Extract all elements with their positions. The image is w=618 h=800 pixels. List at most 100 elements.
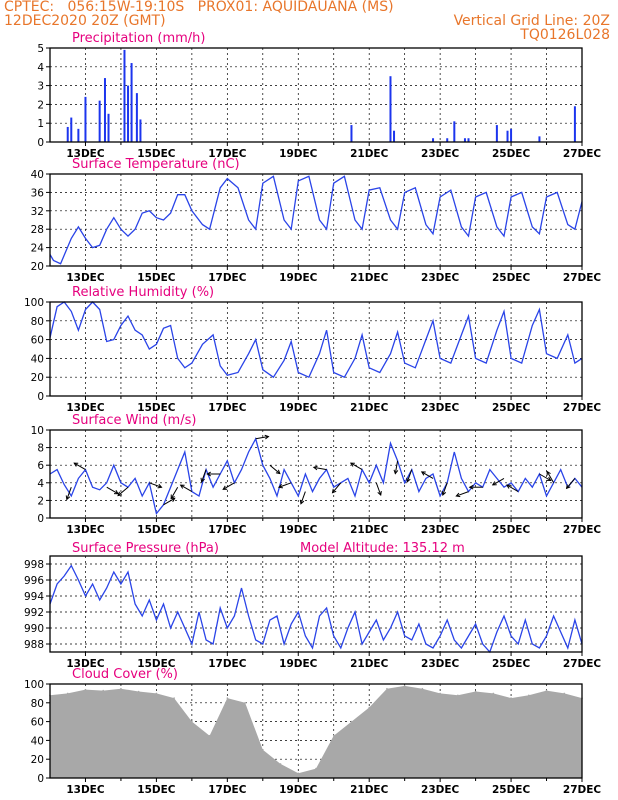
wind-ytick-label: 4 — [37, 478, 44, 490]
press-xtick-label: 21DEC — [350, 658, 389, 670]
wind-arrow-head — [455, 492, 461, 498]
temp-xtick-label: 15DEC — [137, 272, 176, 284]
cloud-point — [332, 734, 335, 737]
wind-arrow-head — [65, 495, 71, 501]
wind-arrow-shaft — [539, 473, 551, 481]
wind-arrow-head — [505, 484, 511, 489]
wind-arrow-head — [264, 434, 270, 440]
cloud-point — [421, 687, 424, 690]
wind-arrow — [441, 482, 448, 496]
wind-arrow — [349, 462, 363, 471]
panel-temp: Surface Temperature (nC) — [72, 157, 240, 172]
wind-arrow — [491, 477, 505, 486]
press-ytick-label: 994 — [24, 591, 44, 603]
cloud-point — [120, 687, 122, 690]
precip-bar — [66, 126, 69, 142]
precip-ytick-label: 3 — [37, 81, 44, 93]
precip-ytick-label: 5 — [37, 43, 44, 55]
press-frame — [49, 555, 583, 653]
wind-arrow-head — [170, 494, 175, 500]
cloud-point — [191, 720, 193, 723]
panel-precip: Precipitation (mm/h) — [72, 31, 205, 46]
wind-arrow-shaft — [406, 469, 413, 482]
wind-arrow-shaft — [313, 466, 327, 471]
cloud-point — [155, 692, 158, 695]
cloud-point — [208, 734, 211, 737]
precip-ytick-label: 1 — [37, 118, 44, 130]
press-ytick-label: 990 — [24, 623, 44, 635]
wind-arrow — [375, 482, 382, 496]
precip-bar — [446, 138, 449, 142]
wind-arrow-shaft — [201, 469, 207, 482]
precip-xtick-label: 15DEC — [137, 148, 176, 160]
temp-line — [49, 175, 583, 265]
wind-arrow-shaft — [506, 484, 519, 493]
cloud-xtick-label: 17DEC — [208, 784, 247, 796]
precip-ytick-label: 0 — [37, 137, 44, 149]
temp-xtick-label: 27DEC — [563, 272, 602, 284]
wind-arrow-head — [468, 484, 474, 490]
wind-arrow-head — [565, 484, 571, 490]
rh-ytick-label: 100 — [24, 297, 44, 309]
temp-frame — [49, 173, 583, 267]
wind-arrow — [73, 462, 86, 471]
cloud-title: Cloud Cover (%) — [72, 667, 178, 682]
cloud-point — [545, 689, 548, 692]
rh-xtick-label: 19DEC — [279, 402, 318, 414]
precip-plot: 0 1 2 3 4 5 13DEC 15DEC 17DEC 19DEC 21DEC 23DEC 25DE… — [37, 43, 601, 160]
wind-arrow — [269, 464, 281, 475]
cloud-xtick-label: 27DEC — [563, 784, 602, 796]
wind-arrow-head — [349, 462, 355, 467]
wind-arrow-head — [299, 499, 305, 505]
precip-bar — [432, 138, 435, 142]
wind-arrow-shaft — [278, 482, 292, 488]
temp-xtick-label: 21DEC — [350, 272, 389, 284]
cloud-point — [403, 685, 406, 687]
wind-arrow — [200, 469, 207, 483]
cloud-point — [368, 706, 371, 709]
rh-xtick-label: 17DEC — [208, 402, 247, 414]
wind-arrow-shaft — [566, 478, 576, 489]
precip-bar — [84, 96, 87, 142]
wind-arrow — [255, 434, 270, 440]
wind-arrow — [179, 484, 193, 493]
rh-ytick-label: 40 — [31, 353, 44, 365]
panel-rh: Relative Humidity (%) — [72, 285, 214, 300]
precip-xtick-label: 27DEC — [563, 148, 602, 160]
cloud-point — [244, 702, 246, 704]
precip-bar — [510, 128, 513, 142]
wind-arrow-shaft — [106, 486, 119, 495]
precip-bar — [77, 128, 80, 142]
wind-arrow-shaft — [66, 487, 72, 500]
precip-bar — [393, 130, 396, 142]
wind-arrow-shaft — [149, 482, 162, 488]
wind-arrow-head — [546, 470, 551, 476]
temp-ytick-label: 36 — [31, 187, 45, 199]
wind-arrow-head — [179, 484, 185, 489]
cloud-point — [439, 692, 441, 695]
cloud-point — [492, 692, 495, 695]
temp-ytick-label: 32 — [31, 206, 44, 218]
wind-arrow-head — [222, 485, 228, 490]
wind-arrow-shaft — [456, 491, 469, 497]
cloud-point — [563, 692, 566, 695]
press-xtick-label: 19DEC — [279, 658, 318, 670]
precip-ytick-label: 2 — [37, 99, 44, 111]
precip-bar — [127, 85, 130, 142]
temp-ytick-label: 20 — [31, 261, 44, 273]
temp-xtick-label: 17DEC — [208, 272, 247, 284]
wind-arrow-head — [113, 490, 119, 495]
wind-arrow — [170, 486, 179, 500]
wind-arrow — [539, 473, 552, 482]
wind-arrow-head — [377, 490, 382, 496]
panel-cloud: Cloud Cover (%) — [72, 667, 178, 682]
cloud-xtick-label: 19DEC — [279, 784, 318, 796]
wind-arrow — [206, 471, 221, 477]
precip-bar — [130, 63, 133, 142]
cloud-point — [173, 697, 175, 699]
wind-arrow-shaft — [180, 484, 193, 493]
wind-arrow — [393, 460, 399, 475]
wind-ytick-label: 6 — [37, 460, 44, 472]
wind-arrow — [546, 470, 555, 484]
wind-arrow-shaft — [163, 497, 176, 506]
